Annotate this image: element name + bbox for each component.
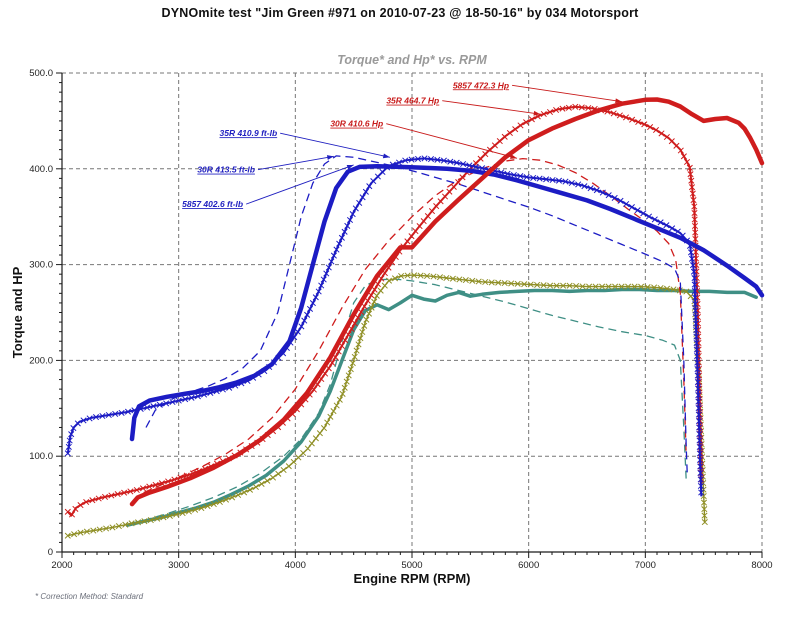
annotation-5857-472-3-hp: 5857 472.3 Hp <box>453 80 623 104</box>
annotation-35r-410-9-ft-lb: 35R 410.9 ft-lb <box>220 128 390 159</box>
series-5857-teal-solid-unlabeled-lower-trace <box>125 287 758 527</box>
y-tick-label: 300.0 <box>29 260 53 271</box>
x-tick-label: 3000 <box>168 560 189 571</box>
y-tick-label: 0 <box>48 547 53 558</box>
axes: 2000 3000 4000 5000 6000 7000 8000 0 100.0 200.0 3… <box>29 68 772 571</box>
x-tick-label: 6000 <box>518 560 539 571</box>
annotation-arrowhead <box>615 98 622 104</box>
x-tick-label: 4000 <box>285 560 306 571</box>
series-5857-torque <box>129 164 765 442</box>
annotation-arrowhead <box>510 154 517 159</box>
x-axis-label: Engine RPM (RPM) <box>354 571 471 586</box>
chart-title: Torque* and Hp* vs. RPM <box>337 53 487 67</box>
y-tick-label: 200.0 <box>29 355 53 366</box>
y-tick-label: 100.0 <box>29 451 53 462</box>
annotation-label: 5857 472.3 Hp <box>453 80 509 90</box>
annotation-label: 5857 402.6 ft-lb <box>182 199 243 209</box>
report-title: DYNOmite test "Jim Green #971 on 2010-07… <box>161 6 639 20</box>
annotation-arrowhead <box>382 153 390 159</box>
chart-titles: Torque* and Hp* vs. RPM Engine RPM (RPM) T… <box>10 53 487 586</box>
annotation-arrowhead <box>346 164 354 170</box>
y-axis-label: Torque and HP <box>10 266 25 358</box>
annotation-label: 35R 410.9 ft-lb <box>220 128 278 138</box>
x-tick-label: 5000 <box>401 560 422 571</box>
annotation-30r-410-6-hp: 30R 410.6 Hp <box>330 119 518 159</box>
series-30r-teal-dashed-unlabeled-lower-trace <box>143 278 687 522</box>
annotation-arrowhead <box>533 110 541 116</box>
annotation-label: 30R 410.6 Hp <box>330 119 383 129</box>
annotation-arrowhead <box>326 155 334 160</box>
annotation-30r-413-5-ft-lb: 30R 413.5 ft-lb <box>197 155 334 175</box>
annotation-label: 30R 413.5 ft-lb <box>197 165 255 175</box>
x-tick-label: 8000 <box>751 560 772 571</box>
correction-method-note: * Correction Method: Standard <box>35 592 144 601</box>
annotation-5857-402-6-ft-lb: 5857 402.6 ft-lb <box>182 164 354 209</box>
series-5857-hp <box>129 97 765 507</box>
y-tick-label: 400.0 <box>29 164 53 175</box>
annotation-label: 35R 464.7 Hp <box>386 96 439 106</box>
annotation-35r-464-7-hp: 35R 464.7 Hp <box>386 96 541 116</box>
y-tick-label: 500.0 <box>29 68 53 79</box>
x-tick-label: 7000 <box>635 560 656 571</box>
x-tick-label: 2000 <box>51 560 72 571</box>
